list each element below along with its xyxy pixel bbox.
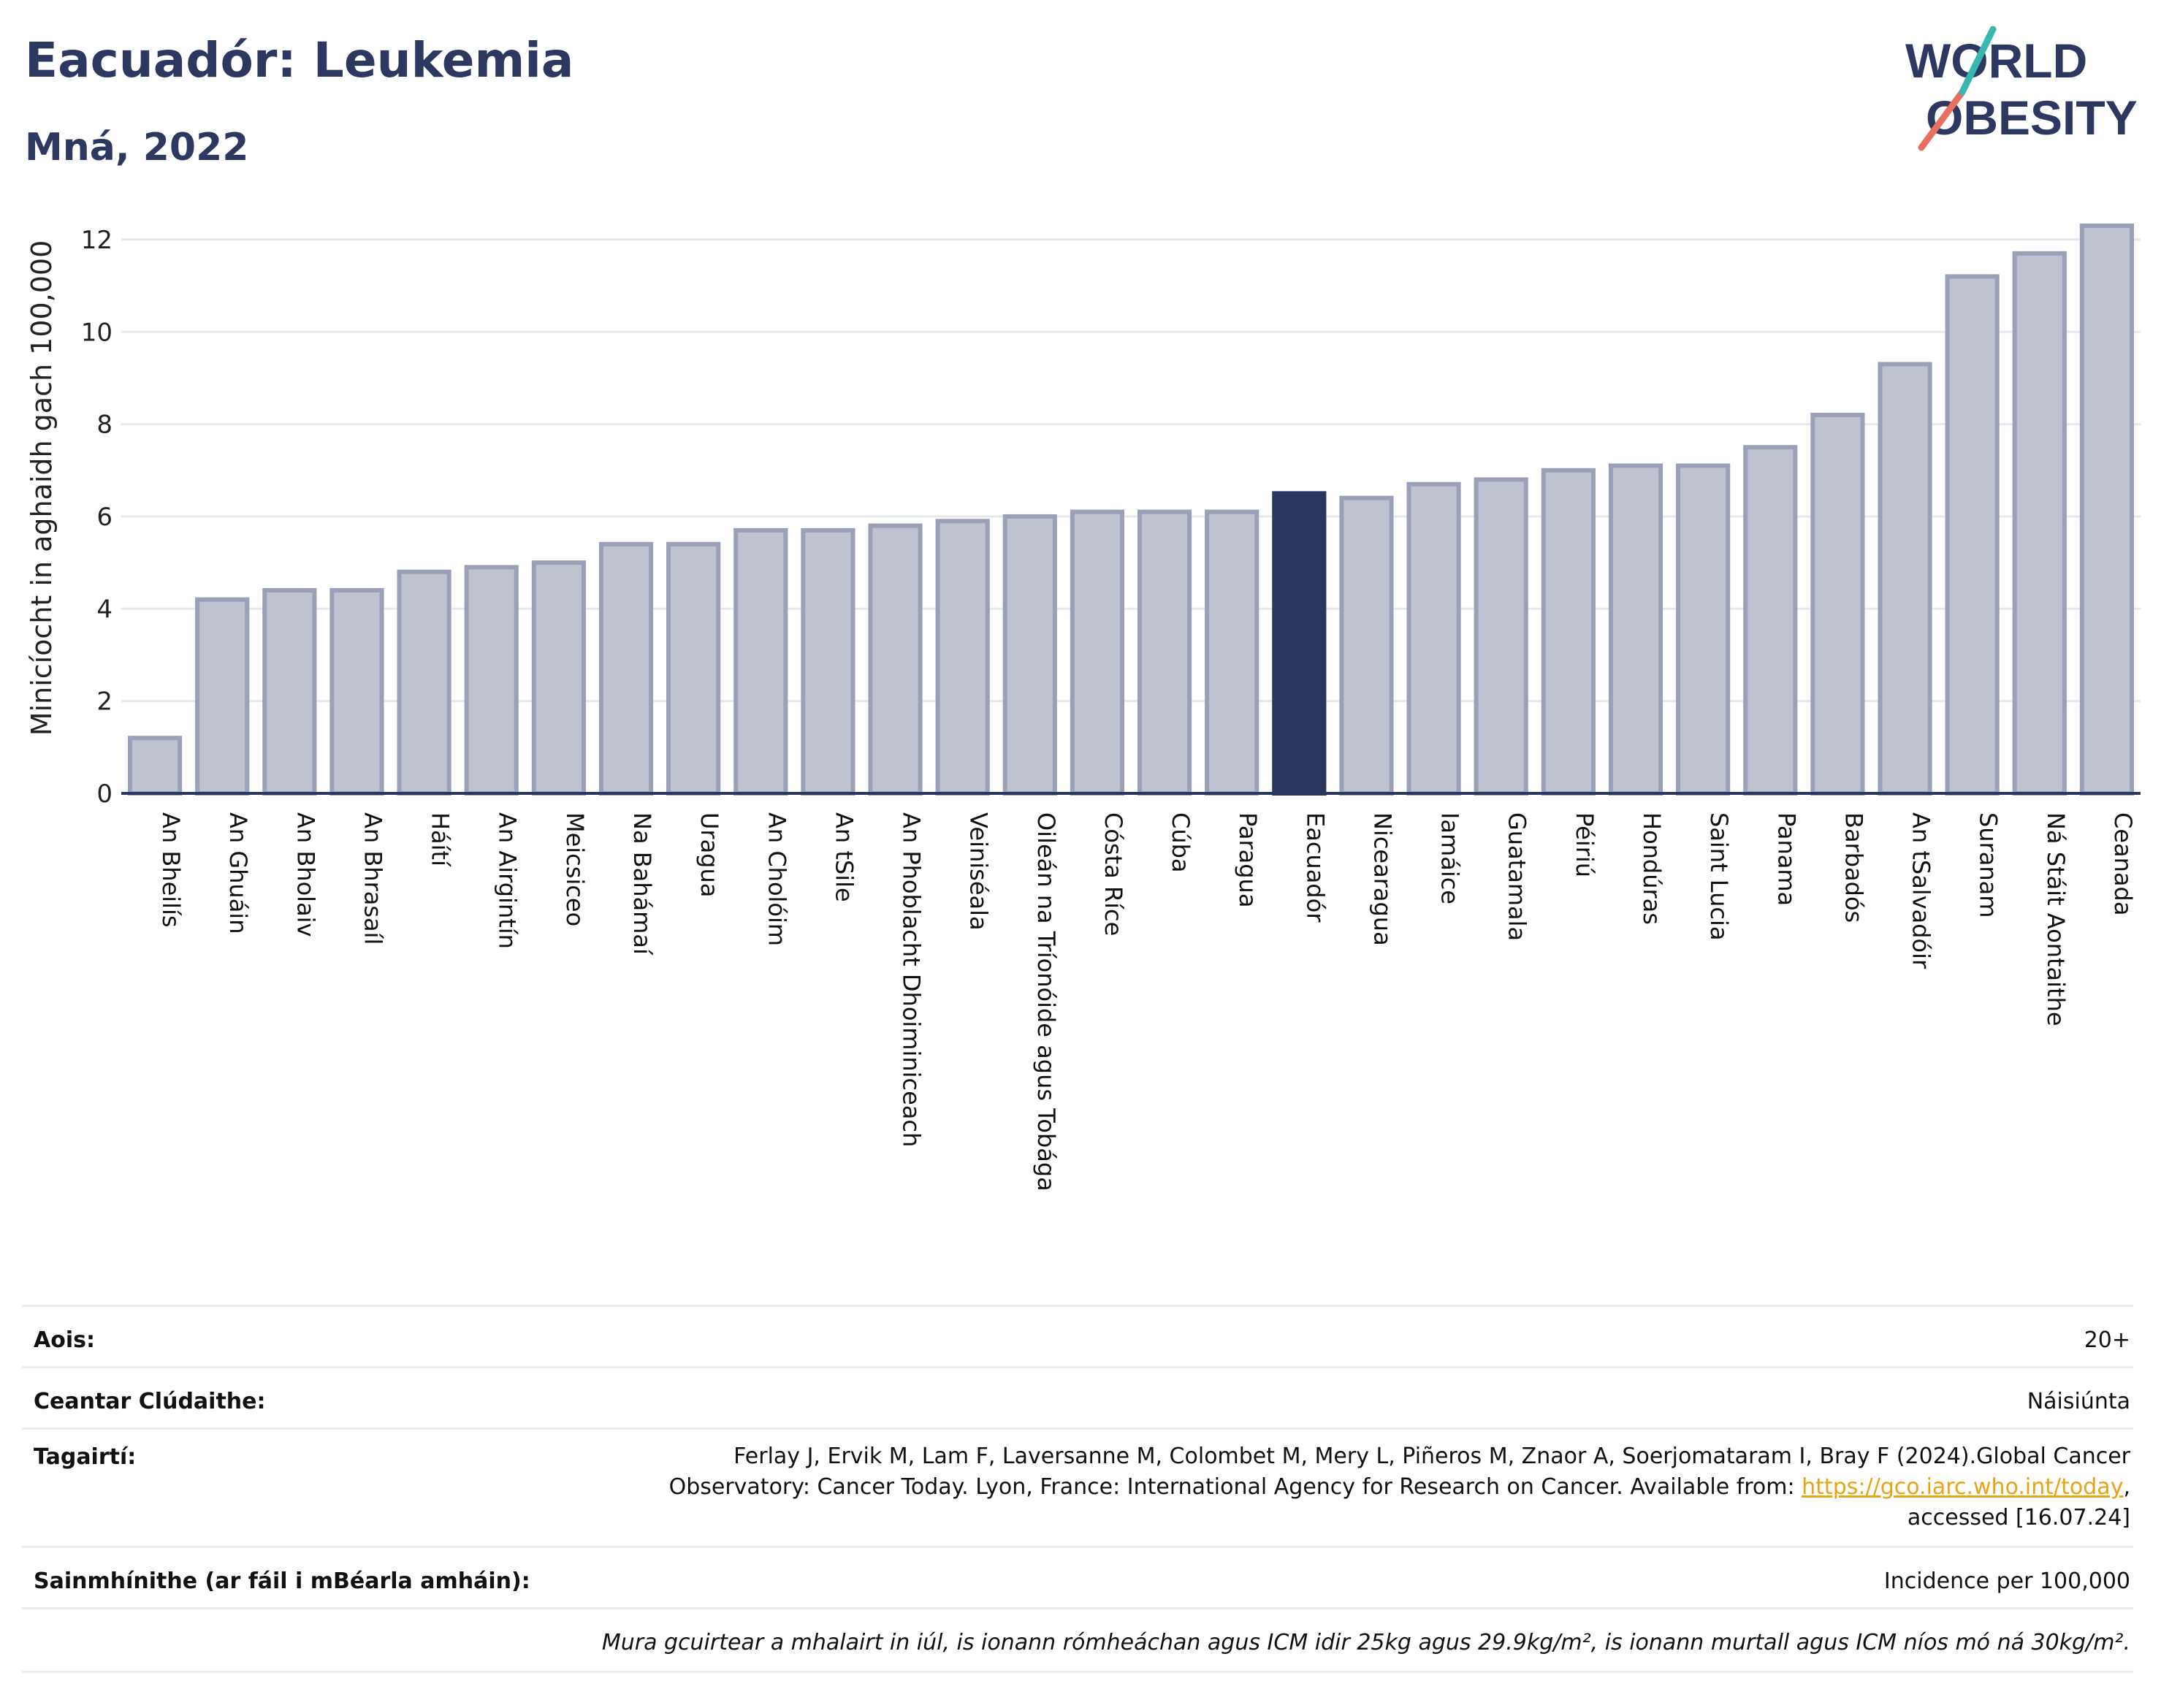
chart-subtitle: Mná, 2022 xyxy=(25,126,249,169)
y-tick-label: 2 xyxy=(96,687,113,717)
x-tick-label: An Phoblacht Dhoiminiceach xyxy=(898,812,926,1147)
bar-6 xyxy=(531,560,586,796)
info-row-references: Tagairtí: Ferlay J, Ervik M, Lam F, Lave… xyxy=(22,1427,2133,1548)
bar-15 xyxy=(1137,509,1192,796)
bar-27 xyxy=(1945,274,2000,796)
info-row-area: Ceantar Clúdaithe: Náisiúnta xyxy=(22,1366,2133,1430)
references-line3: accessed [16.07.24] xyxy=(1907,1505,2130,1530)
bar-2 xyxy=(262,588,317,796)
area-value: Náisiúnta xyxy=(2027,1389,2130,1414)
y-tick-label: 10 xyxy=(81,318,113,347)
bar-4 xyxy=(397,569,451,796)
bar-11 xyxy=(868,523,923,796)
x-tick-label: Iamáice xyxy=(1436,812,1464,904)
x-tick-label: Háítí xyxy=(427,812,454,867)
x-tick-label: Uragua xyxy=(695,812,723,897)
area-label: Ceantar Clúdaithe: xyxy=(34,1389,266,1414)
bar-17 xyxy=(1272,491,1327,796)
bar-26 xyxy=(1878,362,1932,796)
bar-1 xyxy=(195,597,250,796)
info-row-note: Mura gcuirtear a mhalairt in iúl, is ion… xyxy=(22,1607,2133,1673)
bar-5 xyxy=(464,565,519,796)
x-tick-label: Hondúras xyxy=(1638,812,1666,925)
x-tick-label: Oileán na Tríonóide agus Tobága xyxy=(1032,812,1060,1192)
x-tick-label: An Airgintín xyxy=(494,812,522,949)
x-tick-label: Ná Stáit Aontaithe xyxy=(2042,812,2070,1026)
x-tick-label: An Bhrasaíl xyxy=(359,812,386,945)
x-tick-labels: An Bheilís An Ghuáin An Bholaiv An Bhrasaíl… xyxy=(157,812,2137,1192)
x-tick-label: Suranam xyxy=(1975,812,2002,918)
bar-25 xyxy=(1810,412,1865,796)
x-tick-label: Guatamala xyxy=(1503,812,1531,941)
y-tick-label: 8 xyxy=(96,411,113,440)
x-tick-label: An Ghuáin xyxy=(224,812,252,934)
x-tick-label: Veiniséala xyxy=(965,812,993,931)
x-tick-label: An tSalvadóir xyxy=(1907,812,1935,969)
x-tick-label: Barbadós xyxy=(1840,812,1867,923)
x-tick-label: Cósta Ríce xyxy=(1099,812,1127,936)
x-tick-label: Eacuadór xyxy=(1301,812,1329,923)
logo-line2: OBESITY xyxy=(1926,91,2138,145)
references-line2: Observatory: Cancer Today. Lyon, France:… xyxy=(668,1474,2130,1500)
bar-13 xyxy=(1002,514,1057,796)
y-tick-label: 4 xyxy=(96,595,113,624)
bar-29 xyxy=(2079,223,2135,796)
x-tick-label: Na Bahámaí xyxy=(628,812,656,956)
footnote: Mura gcuirtear a mhalairt in iúl, is ion… xyxy=(601,1630,2130,1655)
y-axis-label: Minicíocht in aghaidh gach 100,000 xyxy=(26,240,58,736)
definitions-value: Incidence per 100,000 xyxy=(1883,1568,2130,1594)
x-tick-label: An tSile xyxy=(830,812,858,902)
world-obesity-logo: WORLD OBESITY xyxy=(1905,26,2138,151)
references-label: Tagairtí: xyxy=(34,1444,137,1470)
x-tick-label: Péiriú xyxy=(1571,812,1598,877)
x-tick-label: Saint Lucia xyxy=(1705,812,1733,940)
x-tick-label: An Bheilís xyxy=(157,812,185,928)
y-tick-labels: 0 2 4 6 8 10 12 xyxy=(81,226,113,809)
bar-20 xyxy=(1474,477,1528,796)
references-line1: Ferlay J, Ervik M, Lam F, Laversanne M, … xyxy=(733,1444,2130,1469)
bar-28 xyxy=(2012,251,2067,796)
bar-14 xyxy=(1070,509,1125,796)
gridlines xyxy=(121,238,2141,703)
bar-24 xyxy=(1743,445,1798,796)
info-table: Aois: 20+ Ceantar Clúdaithe: Náisiúnta T… xyxy=(22,1305,2133,1685)
bar-3 xyxy=(329,588,384,796)
bar-10 xyxy=(801,527,855,796)
bar-7 xyxy=(598,541,654,796)
y-tick-label: 6 xyxy=(96,503,113,532)
x-tick-label: Ceanada xyxy=(2109,812,2137,915)
x-tick-label: Cúba xyxy=(1167,812,1194,873)
references-value: Ferlay J, Ervik M, Lam F, Laversanne M, … xyxy=(523,1441,2130,1533)
bar-16 xyxy=(1205,509,1259,796)
x-tick-label: Panama xyxy=(1772,812,1800,906)
age-label: Aois: xyxy=(34,1327,95,1353)
bar-22 xyxy=(1608,463,1663,796)
bar-8 xyxy=(666,541,721,796)
info-row-age: Aois: 20+ xyxy=(22,1305,2133,1368)
x-tick-label: An Cholóim xyxy=(763,812,790,946)
bars xyxy=(127,223,2135,796)
y-tick-label: 12 xyxy=(81,226,113,255)
bar-21 xyxy=(1541,468,1596,796)
reference-link[interactable]: https://gco.iarc.who.int/today xyxy=(1802,1474,2124,1500)
logo-line1: WORLD xyxy=(1905,34,2087,88)
x-tick-label: Nicearagua xyxy=(1368,812,1396,946)
age-value: 20+ xyxy=(2084,1327,2130,1353)
bar-19 xyxy=(1406,481,1461,796)
x-tick-label: Paragua xyxy=(1234,812,1262,907)
x-tick-label: Meicsiceo xyxy=(561,812,589,926)
bar-9 xyxy=(733,527,788,796)
bar-18 xyxy=(1339,495,1394,796)
chart-title: Eacuadór: Leukemia xyxy=(25,32,574,88)
bar-23 xyxy=(1676,463,1731,796)
x-tick-label: An Bholaiv xyxy=(291,812,319,937)
definitions-label: Sainmhínithe (ar fáil i mBéarla amháin): xyxy=(34,1568,530,1594)
bar-12 xyxy=(935,519,990,796)
bar-0 xyxy=(127,736,183,796)
info-row-definitions: Sainmhínithe (ar fáil i mBéarla amháin):… xyxy=(22,1546,2133,1609)
y-tick-label: 0 xyxy=(96,779,113,809)
